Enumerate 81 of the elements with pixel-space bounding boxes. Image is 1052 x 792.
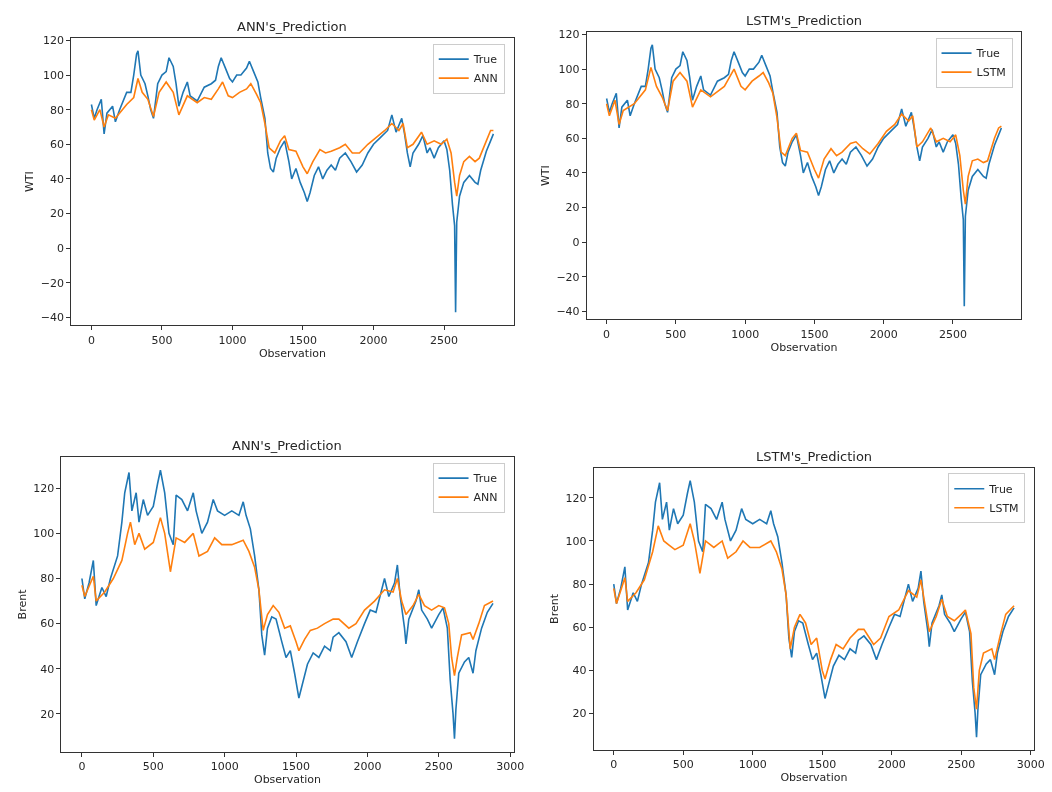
x-tick-label: 500 (151, 333, 173, 347)
y-tick-label: 0 (57, 242, 65, 256)
chart-title: ANN's_Prediction (237, 19, 347, 34)
y-tick-label: 120 (558, 28, 580, 42)
y-tick-label: 60 (572, 621, 587, 635)
x-axis-title: Observation (780, 771, 848, 785)
line-series (81, 516, 494, 677)
chart-title: LSTM's_Prediction (746, 13, 863, 28)
y-tick-label: 100 (565, 534, 587, 548)
y-axis-title: Brent (548, 593, 562, 624)
y-tick-label: −20 (556, 270, 580, 284)
y-tick-label: 20 (50, 207, 65, 221)
y-tick-label: −40 (556, 305, 580, 319)
y-tick-label: 80 (565, 97, 580, 111)
legend-label: True (472, 53, 498, 67)
y-tick-label: 40 (50, 172, 65, 186)
y-tick-label: 60 (40, 617, 55, 631)
x-tick-label: 3000 (496, 760, 525, 774)
line-series (605, 66, 1003, 205)
y-tick-label: 60 (50, 138, 65, 152)
x-tick-label: 0 (87, 333, 95, 347)
x-tick-label: 500 (665, 327, 687, 341)
legend-label: LSTM (976, 66, 1006, 80)
x-tick-label: 2000 (877, 758, 906, 772)
y-tick-label: 20 (40, 707, 55, 721)
x-tick-label: 1000 (210, 760, 239, 774)
chart-title: LSTM's_Prediction (756, 449, 873, 464)
y-axis-title: Brent (15, 588, 29, 620)
chart-title: ANN's_Prediction (232, 438, 342, 453)
y-tick-label: 40 (40, 662, 55, 676)
legend-label: True (975, 47, 1001, 61)
x-tick-label: 2000 (869, 327, 898, 341)
x-tick-label: 2500 (430, 333, 459, 347)
y-axis-title: WTI (23, 171, 37, 193)
y-axis-title: WTI (539, 165, 553, 187)
x-axis-title: Observation (258, 346, 326, 360)
y-tick-label: 100 (558, 62, 580, 76)
y-tick-label: −20 (40, 276, 65, 290)
x-axis-title: Observation (770, 340, 838, 354)
x-tick-label: 2500 (424, 760, 453, 774)
legend-label: True (988, 483, 1013, 497)
x-tick-label: 2000 (359, 333, 388, 347)
legend-label: True (472, 472, 498, 486)
y-tick-label: 80 (572, 577, 587, 591)
y-tick-label: 20 (572, 707, 587, 721)
x-tick-label: 2000 (353, 760, 382, 774)
x-tick-label: 1500 (808, 758, 837, 772)
x-tick-label: 1000 (738, 758, 767, 772)
line-series (90, 50, 495, 314)
y-tick-label: 60 (565, 132, 580, 146)
x-tick-label: 2500 (947, 758, 976, 772)
y-tick-label: 120 (565, 491, 587, 505)
x-axis-title: Observation (253, 773, 321, 787)
y-tick-label: 20 (565, 201, 580, 215)
x-tick-label: 1500 (282, 760, 311, 774)
y-tick-label: 120 (43, 34, 65, 48)
y-tick-label: 0 (572, 236, 580, 250)
y-tick-label: 40 (565, 166, 580, 180)
x-tick-label: 1500 (288, 333, 317, 347)
y-tick-label: 120 (33, 482, 55, 496)
x-tick-label: 0 (610, 758, 618, 772)
x-tick-label: 500 (672, 758, 694, 772)
y-tick-label: 100 (33, 527, 55, 541)
x-tick-label: 0 (78, 760, 86, 774)
x-tick-label: 500 (142, 760, 164, 774)
x-tick-label: 2500 (938, 327, 967, 341)
x-tick-label: 1000 (731, 327, 760, 341)
x-tick-label: 1500 (800, 327, 829, 341)
legend-label: ANN (473, 72, 498, 86)
line-series (612, 522, 1015, 711)
y-tick-label: 80 (50, 103, 65, 117)
y-tick-label: 80 (40, 572, 55, 586)
x-tick-label: 0 (603, 327, 611, 341)
x-tick-label: 1000 (218, 333, 247, 347)
legend-label: ANN (473, 491, 498, 505)
line-series (605, 44, 1003, 308)
y-tick-label: 100 (43, 68, 65, 82)
y-tick-label: 40 (572, 664, 587, 678)
y-tick-label: −40 (40, 311, 65, 325)
legend-label: LSTM (989, 502, 1019, 516)
x-tick-label: 3000 (1016, 758, 1045, 772)
